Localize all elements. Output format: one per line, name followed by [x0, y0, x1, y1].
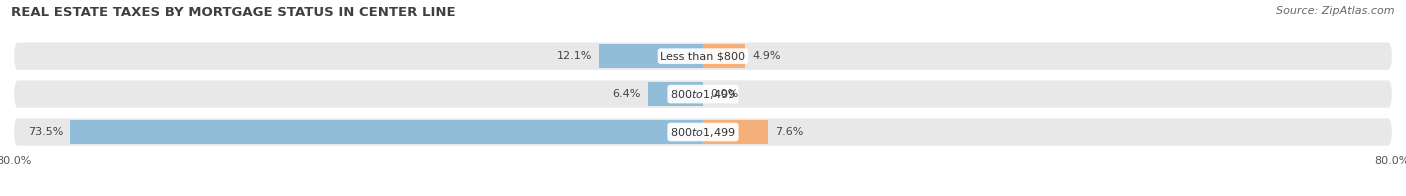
Text: $800 to $1,499: $800 to $1,499 [671, 125, 735, 139]
Text: $800 to $1,499: $800 to $1,499 [671, 88, 735, 101]
Text: 0.0%: 0.0% [710, 89, 738, 99]
Text: 7.6%: 7.6% [775, 127, 804, 137]
Bar [599, 44, 703, 68]
Bar [648, 82, 703, 106]
Text: Source: ZipAtlas.com: Source: ZipAtlas.com [1277, 6, 1395, 16]
Text: 6.4%: 6.4% [613, 89, 641, 99]
Text: REAL ESTATE TAXES BY MORTGAGE STATUS IN CENTER LINE: REAL ESTATE TAXES BY MORTGAGE STATUS IN … [11, 6, 456, 19]
FancyBboxPatch shape [14, 80, 1392, 108]
Bar [703, 120, 769, 144]
Text: Less than $800: Less than $800 [661, 51, 745, 61]
Bar [703, 44, 745, 68]
Text: 12.1%: 12.1% [557, 51, 592, 61]
Text: 4.9%: 4.9% [752, 51, 780, 61]
FancyBboxPatch shape [14, 118, 1392, 146]
Bar [70, 120, 703, 144]
Text: 73.5%: 73.5% [28, 127, 63, 137]
FancyBboxPatch shape [14, 43, 1392, 70]
